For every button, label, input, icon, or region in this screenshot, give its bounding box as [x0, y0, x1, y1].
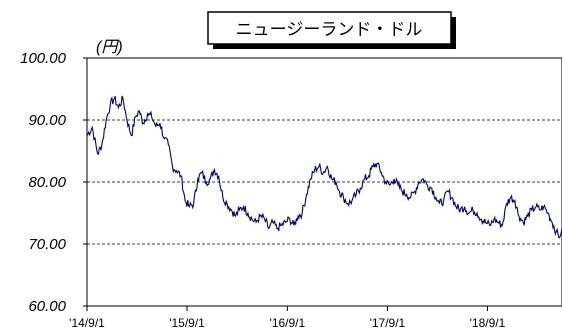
x-tick-label: '17/9/1 — [370, 316, 406, 330]
y-tick-label: 70.00 — [28, 236, 66, 253]
series-line — [86, 95, 562, 239]
title-box — [207, 11, 452, 45]
x-tick-label: '15/9/1 — [169, 316, 205, 330]
y-tick-label: 80.00 — [28, 174, 66, 191]
chart-title: ニュージーランド・ドル — [236, 20, 423, 40]
x-axis-ticks: '14/9/1 '15/9/1 '16/9/1 '17/9/1 '18/9/1 — [69, 306, 506, 330]
x-tick-label: '16/9/1 — [270, 316, 306, 330]
y-tick-label: 60.00 — [28, 298, 66, 315]
y-axis-ticks: 100.00 90.00 80.00 70.00 60.00 — [20, 50, 87, 315]
x-tick-label: '18/9/1 — [470, 316, 506, 330]
y-tick-label: 90.00 — [28, 112, 66, 129]
gridlines — [87, 119, 562, 245]
unit-label: (円) — [96, 39, 123, 56]
x-tick-label: '14/9/1 — [69, 316, 105, 330]
y-tick-label: 100.00 — [20, 50, 67, 67]
